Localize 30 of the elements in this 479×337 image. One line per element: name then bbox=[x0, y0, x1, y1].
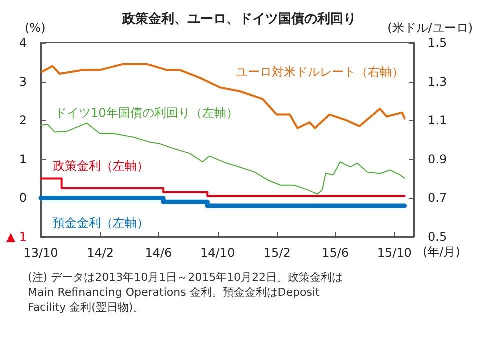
y-tick-label: 0 bbox=[19, 191, 27, 206]
x-tick-label: 14/10 bbox=[200, 246, 236, 260]
x-tick-label: 14/6 bbox=[145, 246, 172, 260]
x-tick-label: 15/6 bbox=[322, 246, 349, 260]
y2-tick-label: 0.5 bbox=[428, 230, 448, 244]
series-label: ドイツ10年国債の利回り（左軸） bbox=[55, 106, 238, 120]
y2-tick-label: 0.7 bbox=[428, 191, 448, 206]
series-label: ユーロ対米ドルレート（右軸） bbox=[236, 65, 404, 79]
chart-title: 政策金利、ユーロ、ドイツ国債の利回り bbox=[122, 11, 356, 27]
y-tick-label: 3 bbox=[19, 74, 27, 89]
line-series bbox=[40, 122, 406, 195]
x-axis-title: (年/月) bbox=[423, 245, 460, 259]
series-label: 預金金利（左軸） bbox=[53, 216, 149, 230]
y2-tick-label: 1.5 bbox=[428, 36, 448, 50]
y-tick-label: 2 bbox=[19, 114, 27, 128]
series-label: 政策金利（左軸） bbox=[53, 159, 149, 173]
x-tick-label: 13/10 bbox=[24, 246, 58, 260]
x-tick-label: 15/2 bbox=[264, 246, 291, 260]
x-tick-label: 14/2 bbox=[87, 246, 114, 260]
x-tick-label: 15/10 bbox=[377, 246, 412, 260]
line-series bbox=[40, 63, 406, 130]
y2-tick-label: 1.3 bbox=[428, 74, 448, 89]
y2-axis-title: (米ドル/ユーロ) bbox=[388, 21, 473, 35]
y-tick-label: ▲ 1 bbox=[6, 230, 27, 244]
y2-tick-label: 1.1 bbox=[428, 114, 448, 128]
y-tick-label: 4 bbox=[19, 36, 27, 50]
y2-tick-label: 0.9 bbox=[428, 152, 448, 166]
text: (注) データは2013年10月1日～2015年10月22日。政策金利はMain Refinancing Operations 金利。預金金利はDeposit Facility 金利(翌日物)。 bbox=[28, 271, 344, 314]
y-axis-title: (%) bbox=[25, 21, 46, 35]
y-tick-label: 1 bbox=[19, 152, 27, 166]
